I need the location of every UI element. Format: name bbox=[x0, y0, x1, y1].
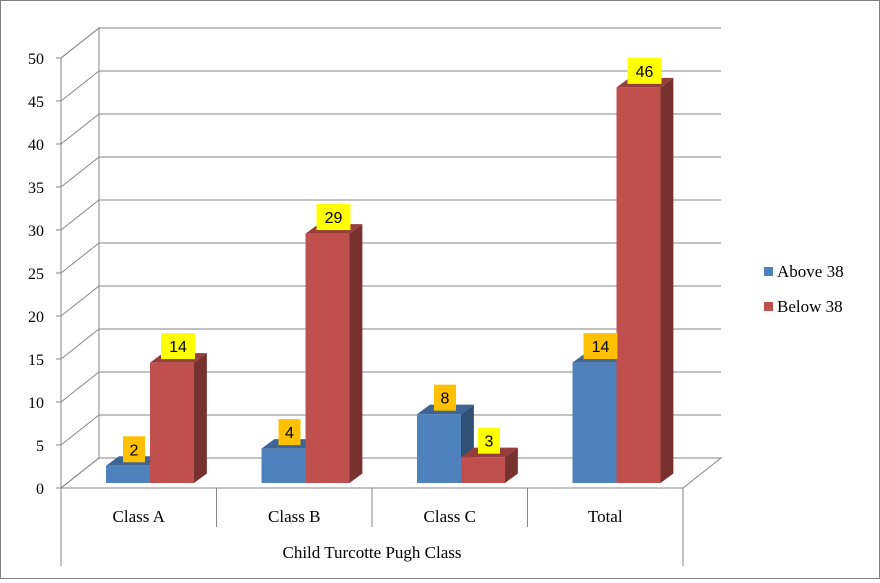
legend-swatch bbox=[764, 302, 773, 311]
y-tick-label: 30 bbox=[28, 223, 44, 240]
data-label-box bbox=[316, 204, 351, 231]
bar bbox=[150, 353, 207, 483]
data-label-text: 8 bbox=[441, 391, 450, 408]
gridline bbox=[60, 27, 721, 59]
data-label: 14 bbox=[583, 333, 618, 360]
bar-side bbox=[505, 447, 518, 483]
data-label: 3 bbox=[478, 427, 500, 454]
legend-label: Above 38 bbox=[777, 262, 844, 281]
y-tick-label: 0 bbox=[36, 481, 44, 498]
gridline bbox=[60, 328, 721, 360]
gridline bbox=[60, 371, 721, 403]
data-label-box bbox=[478, 427, 500, 454]
data-label-text: 4 bbox=[285, 425, 294, 442]
data-label-text: 14 bbox=[169, 339, 187, 356]
bar bbox=[616, 77, 674, 484]
y-tick-label: 25 bbox=[28, 266, 44, 283]
bar-side bbox=[660, 77, 674, 483]
data-label-text: 46 bbox=[636, 64, 654, 81]
bar-front bbox=[461, 457, 505, 483]
data-label-text: 14 bbox=[592, 339, 610, 356]
bar-front bbox=[261, 448, 306, 483]
x-category-label: Class A bbox=[113, 507, 166, 526]
y-tick-label: 45 bbox=[28, 94, 44, 111]
gridline bbox=[60, 199, 721, 231]
bars bbox=[106, 77, 674, 484]
data-label-text: 29 bbox=[325, 210, 343, 227]
data-labels: 2 14 4 29 8 3 14 46 bbox=[123, 57, 662, 463]
data-label-box bbox=[161, 333, 195, 360]
data-label-box bbox=[278, 419, 301, 446]
gridline bbox=[60, 113, 721, 145]
data-label: 14 bbox=[161, 333, 195, 360]
bar-front bbox=[150, 362, 194, 483]
data-label: 46 bbox=[627, 57, 662, 84]
data-label: 2 bbox=[123, 436, 145, 463]
x-axis: Class A Class B Class C Total bbox=[60, 487, 684, 566]
bar-front bbox=[106, 465, 150, 483]
bar-side bbox=[194, 353, 207, 483]
y-tick-label: 40 bbox=[28, 137, 44, 154]
y-tick-label: 5 bbox=[36, 438, 44, 455]
legend-swatch bbox=[764, 267, 773, 276]
gridline bbox=[60, 242, 721, 274]
data-label: 8 bbox=[434, 384, 456, 411]
bar-side bbox=[349, 224, 363, 483]
legend: Above 38 Below 38 bbox=[764, 262, 844, 316]
data-label-box bbox=[123, 436, 145, 463]
data-label: 4 bbox=[278, 419, 301, 446]
x-category-label: Class C bbox=[424, 507, 476, 526]
bar-front bbox=[616, 87, 661, 484]
bar bbox=[417, 404, 474, 483]
x-axis-title: Child Turcotte Pugh Class bbox=[282, 543, 461, 562]
gridline bbox=[60, 285, 721, 317]
bar-front bbox=[417, 414, 461, 483]
gridline bbox=[60, 70, 721, 102]
data-label-box bbox=[627, 57, 662, 84]
y-tick-label: 10 bbox=[28, 395, 44, 412]
bar-front bbox=[572, 362, 617, 483]
gridlines bbox=[60, 27, 721, 489]
data-label-box bbox=[583, 333, 618, 360]
x-category-label: Class B bbox=[268, 507, 320, 526]
y-tick-label: 15 bbox=[28, 352, 44, 369]
y-tick-label: 50 bbox=[28, 51, 44, 68]
legend-label: Below 38 bbox=[777, 297, 843, 316]
data-label-text: 2 bbox=[130, 442, 139, 459]
data-label-box bbox=[434, 384, 456, 411]
legend-item: Below 38 bbox=[764, 297, 843, 316]
x-category-label: Total bbox=[588, 507, 623, 526]
gridline bbox=[60, 414, 721, 446]
gridline bbox=[60, 156, 721, 188]
y-tick-label: 20 bbox=[28, 309, 44, 326]
y-tick-label: 35 bbox=[28, 180, 44, 197]
legend-item: Above 38 bbox=[764, 262, 844, 281]
data-label-text: 3 bbox=[485, 434, 494, 451]
y-axis-ticks: 0 5 10 15 20 25 30 35 40 45 50 bbox=[28, 51, 62, 498]
bar-front bbox=[305, 233, 350, 483]
bar bbox=[305, 224, 363, 483]
data-label: 29 bbox=[316, 204, 351, 231]
